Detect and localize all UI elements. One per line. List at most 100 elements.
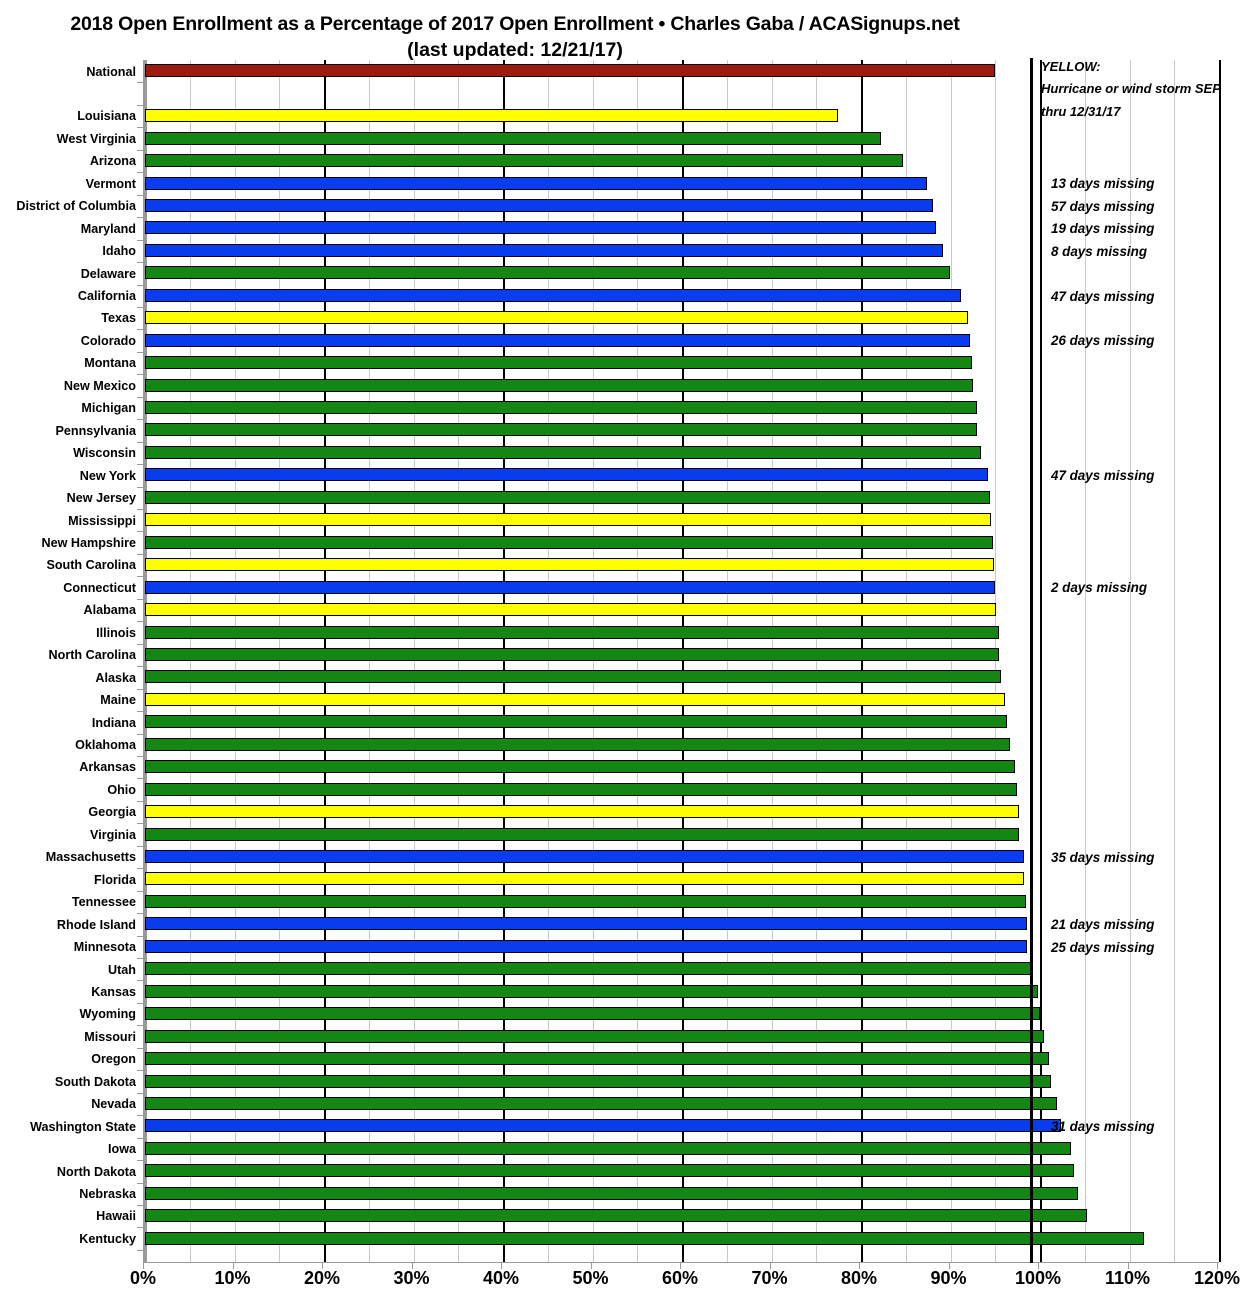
bar-oklahoma[interactable] bbox=[145, 737, 1010, 751]
bar-delaware[interactable] bbox=[145, 266, 950, 280]
right-panel-divider bbox=[1030, 58, 1033, 1263]
bar-tennessee[interactable] bbox=[145, 894, 1026, 908]
bar-nebraska[interactable] bbox=[145, 1186, 1079, 1200]
annotation-california: 47 days missing bbox=[1051, 288, 1155, 304]
chart-row bbox=[145, 891, 1219, 913]
gridline-25pct bbox=[368, 60, 370, 1262]
bar-new-hampshire[interactable] bbox=[145, 535, 993, 549]
bar-illinois[interactable] bbox=[145, 625, 999, 639]
bar-west-virginia[interactable] bbox=[145, 131, 881, 145]
bar-north-carolina[interactable] bbox=[145, 647, 999, 661]
bar-utah[interactable] bbox=[145, 962, 1032, 976]
y-axis-tick bbox=[137, 127, 143, 129]
bar-louisiana[interactable] bbox=[145, 109, 838, 123]
bar-arizona[interactable] bbox=[145, 154, 904, 168]
y-axis-tick bbox=[137, 823, 143, 825]
chart-row bbox=[145, 958, 1219, 980]
gridline-110pct bbox=[1129, 60, 1131, 1262]
chart-row bbox=[145, 913, 1219, 935]
bar-arkansas[interactable] bbox=[145, 760, 1015, 774]
bar-massachusetts[interactable] bbox=[145, 850, 1024, 864]
bar-hawaii[interactable] bbox=[145, 1209, 1087, 1223]
bar-indiana[interactable] bbox=[145, 715, 1007, 729]
bar-new-jersey[interactable] bbox=[145, 490, 990, 504]
chart-row bbox=[145, 1138, 1219, 1160]
bar-south-carolina[interactable] bbox=[145, 558, 995, 572]
bar-minnesota[interactable] bbox=[145, 939, 1028, 953]
bar-washington-state[interactable] bbox=[145, 1119, 1061, 1133]
bar-mississippi[interactable] bbox=[145, 513, 991, 527]
bar-maryland[interactable] bbox=[145, 221, 937, 235]
y-axis-tick bbox=[137, 1002, 143, 1004]
x-axis-tick bbox=[322, 1262, 323, 1269]
bar-wisconsin[interactable] bbox=[145, 445, 981, 459]
bar-national[interactable] bbox=[145, 64, 996, 78]
bar-missouri[interactable] bbox=[145, 1029, 1044, 1043]
legend-note-line: YELLOW: bbox=[1041, 59, 1101, 74]
x-label-110pct: 110% bbox=[1104, 1268, 1151, 1288]
plot-inner bbox=[145, 60, 1221, 1262]
y-axis-tick bbox=[137, 419, 143, 421]
bar-colorado[interactable] bbox=[145, 333, 971, 347]
y-axis-tick bbox=[137, 643, 143, 645]
x-label-50pct: 50% bbox=[572, 1268, 609, 1288]
chart-row bbox=[145, 1227, 1219, 1249]
chart-row bbox=[145, 285, 1219, 307]
y-label-nevada: Nevada bbox=[91, 1097, 136, 1112]
bar-texas[interactable] bbox=[145, 311, 969, 325]
bar-new-mexico[interactable] bbox=[145, 378, 973, 392]
bar-connecticut[interactable] bbox=[145, 580, 996, 594]
bar-vermont[interactable] bbox=[145, 176, 928, 190]
y-label-rhode-island: Rhode Island bbox=[56, 917, 136, 932]
bar-ohio[interactable] bbox=[145, 782, 1017, 796]
chart-row bbox=[145, 329, 1219, 351]
bar-oregon[interactable] bbox=[145, 1052, 1049, 1066]
y-axis-tick bbox=[137, 711, 143, 713]
x-label-90pct: 90% bbox=[930, 1268, 967, 1288]
y-label-minnesota: Minnesota bbox=[73, 940, 136, 955]
y-label-virginia: Virginia bbox=[90, 827, 136, 842]
y-axis-tick bbox=[137, 194, 143, 196]
y-label-mississippi: Mississippi bbox=[68, 513, 136, 528]
bar-florida[interactable] bbox=[145, 872, 1024, 886]
bar-georgia[interactable] bbox=[145, 805, 1019, 819]
y-label-louisiana: Louisiana bbox=[77, 109, 136, 124]
bar-montana[interactable] bbox=[145, 356, 972, 370]
bar-pennsylvania[interactable] bbox=[145, 423, 978, 437]
y-label-montana: Montana bbox=[84, 356, 136, 371]
bar-california[interactable] bbox=[145, 288, 962, 302]
chart-row bbox=[145, 240, 1219, 262]
y-axis-tick bbox=[137, 1047, 143, 1049]
chart-row bbox=[145, 868, 1219, 890]
bar-rhode-island[interactable] bbox=[145, 917, 1027, 931]
bar-virginia[interactable] bbox=[145, 827, 1020, 841]
y-label-west-virginia: West Virginia bbox=[56, 131, 136, 146]
bar-idaho[interactable] bbox=[145, 243, 944, 257]
bar-maine[interactable] bbox=[145, 692, 1006, 706]
x-axis-tick bbox=[411, 1262, 413, 1269]
bar-nevada[interactable] bbox=[145, 1096, 1057, 1110]
y-label-oklahoma: Oklahoma bbox=[75, 738, 136, 752]
x-axis-tick bbox=[680, 1262, 681, 1269]
y-axis-tick bbox=[137, 868, 143, 870]
bar-kentucky[interactable] bbox=[145, 1231, 1144, 1245]
y-label-kentucky: Kentucky bbox=[79, 1231, 136, 1246]
y-axis-tick bbox=[137, 980, 143, 982]
bar-kansas[interactable] bbox=[145, 984, 1039, 998]
bar-iowa[interactable] bbox=[145, 1141, 1072, 1155]
bar-north-dakota[interactable] bbox=[145, 1164, 1074, 1178]
bar-alaska[interactable] bbox=[145, 670, 1001, 684]
bar-district-of-columbia[interactable] bbox=[145, 198, 933, 212]
y-axis-tick bbox=[137, 217, 143, 219]
bar-michigan[interactable] bbox=[145, 401, 978, 415]
y-axis-tick bbox=[137, 733, 143, 735]
bar-wyoming[interactable] bbox=[145, 1007, 1040, 1021]
bar-south-dakota[interactable] bbox=[145, 1074, 1051, 1088]
x-axis-tick bbox=[590, 1262, 592, 1269]
x-label-120pct: 120% bbox=[1193, 1268, 1241, 1288]
y-label-missouri: Missouri bbox=[84, 1029, 136, 1044]
bar-new-york[interactable] bbox=[145, 468, 989, 482]
chart-row bbox=[145, 846, 1219, 868]
chart-row bbox=[145, 576, 1219, 598]
bar-alabama[interactable] bbox=[145, 603, 997, 617]
